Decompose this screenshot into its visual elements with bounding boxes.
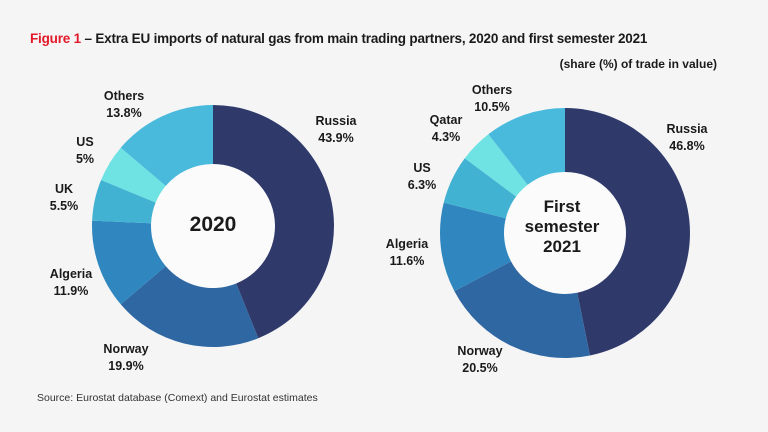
figure-title: Figure 1 – Extra EU imports of natural g… xyxy=(30,31,647,46)
slice-label-us: US 5% xyxy=(76,134,94,168)
slice-first-semester-2021-norway xyxy=(454,261,590,358)
slice-2020-us xyxy=(101,147,166,203)
slice-label-russia: Russia 46.8% xyxy=(667,121,708,155)
slice-label-qatar: Qatar 4.3% xyxy=(430,112,463,146)
slice-first-semester-2021-algeria xyxy=(439,202,511,292)
slice-label-norway: Norway 20.5% xyxy=(457,343,502,377)
slice-first-semester-2021-qatar xyxy=(464,134,528,197)
slice-label-value: 11.9% xyxy=(53,284,89,298)
slice-first-semester-2021-others xyxy=(488,108,565,185)
slice-label-value: 6.3% xyxy=(407,178,437,192)
slice-2020-russia xyxy=(213,105,334,339)
slice-label-name: US xyxy=(76,135,94,149)
figure-title-text: – Extra EU imports of natural gas from m… xyxy=(84,31,648,46)
slice-2020-norway xyxy=(120,266,259,347)
center-label-first-semester-2021: First semester 2021 xyxy=(524,197,600,256)
slice-label-value: 13.8% xyxy=(106,106,142,120)
slice-label-name: Russia xyxy=(315,114,357,128)
slice-label-others: Others 10.5% xyxy=(472,82,512,116)
donut-hole-1 xyxy=(504,172,626,294)
slice-label-value: 46.8% xyxy=(669,139,705,153)
slice-2020-algeria xyxy=(92,220,166,305)
figure-number: Figure 1 xyxy=(30,31,81,46)
slice-label-value: 43.9% xyxy=(318,131,354,145)
slice-label-name: Qatar xyxy=(429,113,463,127)
slice-label-value: 5% xyxy=(75,152,95,166)
slice-label-name: Others xyxy=(103,89,145,103)
slice-label-norway: Norway 19.9% xyxy=(103,341,148,375)
slice-label-name: Norway xyxy=(457,344,503,358)
slice-label-value: 5.5% xyxy=(49,199,79,213)
slice-label-algeria: Algeria 11.9% xyxy=(50,266,92,300)
slice-2020-uk xyxy=(92,180,156,224)
slice-label-value: 11.6% xyxy=(389,254,425,268)
slice-label-name: Others xyxy=(471,83,513,97)
slice-first-semester-2021-russia xyxy=(565,108,690,356)
slice-label-algeria: Algeria 11.6% xyxy=(386,236,428,270)
slice-label-name: Norway xyxy=(103,342,149,356)
slice-label-us: US 6.3% xyxy=(408,160,437,194)
source-note: Source: Eurostat database (Comext) and E… xyxy=(37,392,318,404)
slice-label-name: Algeria xyxy=(385,237,429,251)
slice-label-value: 10.5% xyxy=(474,100,510,114)
slice-label-others: Others 13.8% xyxy=(104,88,144,122)
center-label-2020: 2020 xyxy=(189,213,237,236)
figure-subtitle: (share (%) of trade in value) xyxy=(559,57,717,71)
slice-label-name: Algeria xyxy=(49,267,93,281)
slice-label-value: 4.3% xyxy=(431,130,461,144)
slice-label-russia: Russia 43.9% xyxy=(316,113,357,147)
slice-first-semester-2021-us xyxy=(443,158,517,219)
slice-label-value: 20.5% xyxy=(462,361,498,375)
slice-label-name: US xyxy=(413,161,431,175)
slice-label-name: Russia xyxy=(666,122,708,136)
slice-label-name: UK xyxy=(54,182,74,196)
donut-hole-0 xyxy=(151,164,275,288)
slice-label-uk: UK 5.5% xyxy=(50,181,79,215)
slice-label-value: 19.9% xyxy=(108,359,144,373)
slice-2020-others xyxy=(120,105,213,186)
